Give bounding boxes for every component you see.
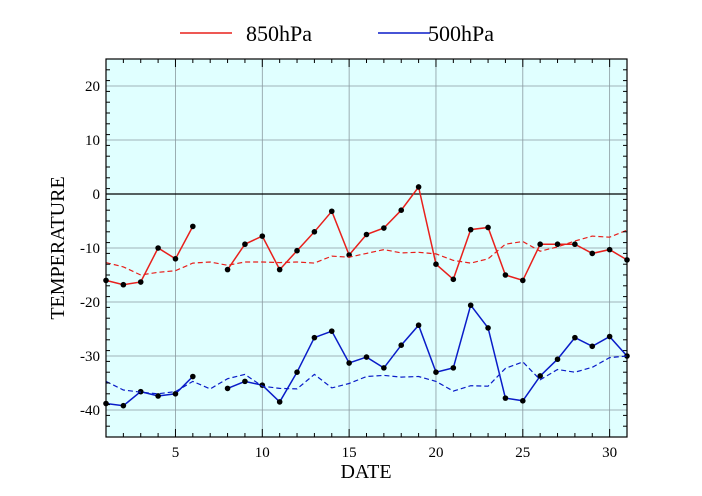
y-axis-title: TEMPERATURE bbox=[47, 176, 69, 319]
data-point bbox=[450, 365, 457, 371]
data-point bbox=[276, 266, 283, 273]
x-tick-label: 10 bbox=[255, 445, 270, 461]
data-point bbox=[606, 333, 613, 340]
data-point bbox=[137, 279, 144, 285]
x-tick-label: 15 bbox=[342, 445, 357, 461]
legend-item-500hPa: 500hPa bbox=[378, 21, 494, 46]
y-tick-label: 20 bbox=[85, 79, 100, 95]
data-point bbox=[259, 233, 266, 239]
data-point bbox=[554, 356, 561, 363]
x-tick-label: 5 bbox=[172, 445, 180, 461]
series-line bbox=[105, 226, 194, 286]
data-point bbox=[572, 241, 578, 248]
series-line bbox=[105, 229, 628, 276]
data-point bbox=[155, 393, 161, 399]
data-point bbox=[242, 378, 248, 385]
data-point bbox=[381, 225, 387, 231]
grid bbox=[106, 59, 627, 437]
data-point bbox=[606, 246, 613, 253]
data-point bbox=[415, 184, 422, 190]
data-point bbox=[589, 250, 596, 257]
data-point bbox=[328, 208, 335, 215]
data-point bbox=[190, 373, 196, 380]
data-point bbox=[224, 385, 231, 392]
legend-item-850hPa: 850hPa bbox=[180, 21, 312, 46]
series-reference-3 bbox=[105, 355, 628, 395]
data-point bbox=[502, 395, 509, 401]
data-point bbox=[346, 360, 352, 366]
data-point bbox=[572, 334, 578, 341]
data-point bbox=[485, 224, 491, 231]
data-point bbox=[502, 272, 509, 278]
data-point bbox=[276, 399, 283, 405]
x-tick-label: 30 bbox=[602, 445, 617, 461]
data-point bbox=[520, 277, 526, 284]
data-point bbox=[242, 241, 248, 248]
data-point bbox=[363, 354, 370, 360]
data-point bbox=[120, 402, 127, 409]
data-point bbox=[450, 276, 457, 283]
y-tick-label: -10 bbox=[80, 241, 100, 257]
y-tick-label: -40 bbox=[80, 403, 100, 419]
data-point bbox=[224, 266, 231, 273]
y-tick-label: 0 bbox=[93, 187, 101, 203]
data-point bbox=[155, 245, 161, 251]
data-point bbox=[328, 328, 335, 334]
series-850hPa bbox=[103, 184, 630, 288]
data-point bbox=[398, 342, 405, 349]
data-point bbox=[537, 373, 543, 379]
x-tick-label: 20 bbox=[428, 445, 443, 461]
y-tick-label: 10 bbox=[85, 133, 100, 149]
data-point bbox=[398, 207, 405, 213]
data-point bbox=[259, 382, 266, 388]
data-point bbox=[294, 247, 300, 254]
data-point bbox=[363, 231, 370, 238]
data-point bbox=[415, 322, 422, 329]
series-line bbox=[226, 185, 628, 282]
data-point bbox=[120, 281, 127, 288]
data-point bbox=[467, 302, 474, 309]
x-axis-title: DATE bbox=[340, 461, 391, 483]
data-point bbox=[485, 325, 491, 331]
data-point bbox=[433, 369, 439, 376]
series-line bbox=[227, 303, 628, 404]
data-point bbox=[311, 229, 318, 235]
series-line bbox=[105, 375, 194, 407]
x-tick-label: 25 bbox=[515, 445, 530, 461]
data-point bbox=[190, 223, 196, 230]
legend: 850hPa 500hPa bbox=[180, 21, 494, 46]
data-point bbox=[172, 391, 179, 397]
data-point bbox=[537, 241, 543, 248]
data-point bbox=[172, 255, 179, 262]
axes: 5 10 15 20 25 30 -40 -30 -20 -10 0 10 20 bbox=[80, 58, 628, 461]
data-point bbox=[589, 343, 596, 350]
data-point bbox=[554, 241, 561, 248]
data-point bbox=[381, 365, 387, 371]
data-point bbox=[467, 226, 474, 233]
legend-label: 500hPa bbox=[428, 21, 494, 46]
data-point bbox=[433, 261, 439, 268]
data-point bbox=[311, 334, 318, 341]
y-tick-label: -30 bbox=[80, 349, 100, 365]
series-reference-2 bbox=[105, 229, 628, 276]
data-point bbox=[294, 369, 300, 376]
y-tick-label: -20 bbox=[80, 295, 100, 311]
series-line bbox=[105, 355, 628, 395]
data-point bbox=[520, 398, 526, 404]
legend-label: 850hPa bbox=[246, 21, 312, 46]
